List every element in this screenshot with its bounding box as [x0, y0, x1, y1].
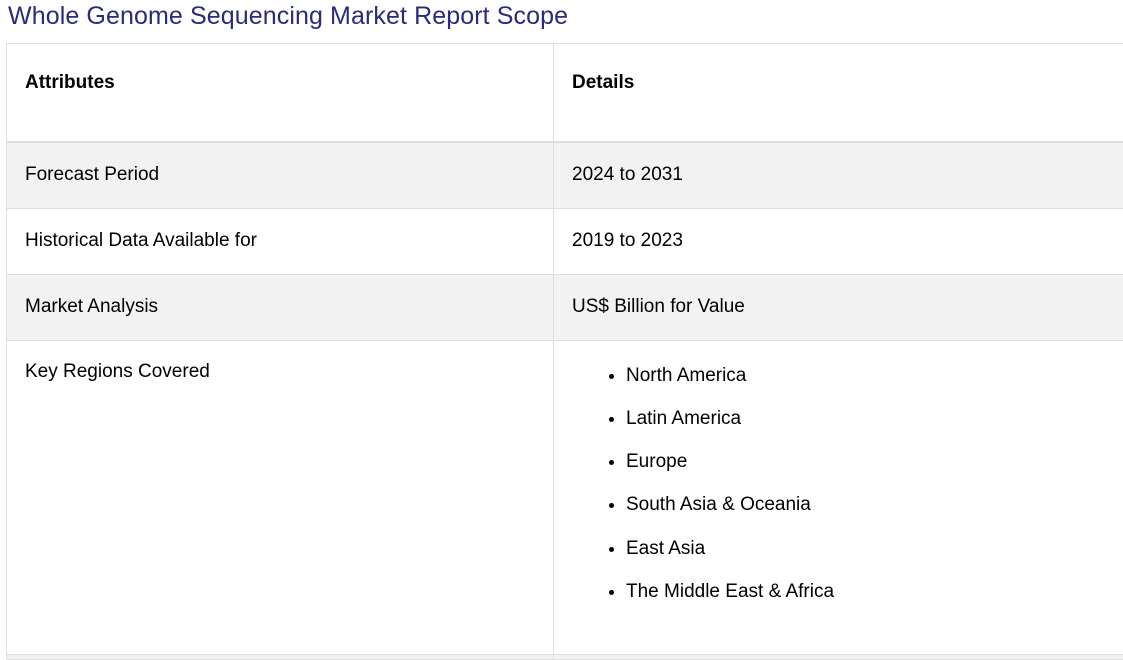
- table-row: Key Regions Covered North America Latin …: [7, 340, 1123, 654]
- attribute-cell: Forecast Period: [7, 142, 554, 209]
- table-row: Historical Data Available for 2019 to 20…: [7, 208, 1123, 274]
- header-attributes: Attributes: [7, 44, 554, 142]
- page-title: Whole Genome Sequencing Market Report Sc…: [8, 2, 568, 31]
- report-scope-table: Attributes Details Forecast Period 2024 …: [6, 43, 1123, 660]
- list-item: South Asia & Oceania: [626, 494, 1112, 537]
- attribute-cell: Market Analysis: [7, 274, 554, 340]
- table-row: Market Analysis US$ Billion for Value: [7, 274, 1123, 340]
- list-item: North America: [626, 365, 1112, 408]
- table-header-row: Attributes Details: [7, 44, 1123, 142]
- attribute-cell: Historical Data Available for: [7, 208, 554, 274]
- header-details: Details: [554, 44, 1123, 142]
- list-item: Europe: [626, 451, 1112, 494]
- list-item: The Middle East & Africa: [626, 581, 1112, 624]
- detail-cell: 2019 to 2023: [554, 208, 1123, 274]
- regions-list: North America Latin America Europe South…: [572, 365, 1112, 625]
- table-row: Forecast Period 2024 to 2031: [7, 142, 1123, 209]
- detail-cell: North America Latin America Europe South…: [554, 340, 1123, 654]
- detail-cell: US$ Billion for Value: [554, 274, 1123, 340]
- detail-cell: 2024 to 2031: [554, 142, 1123, 209]
- list-item: East Asia: [626, 538, 1112, 581]
- attribute-cell: Key Regions Covered: [7, 340, 554, 654]
- list-item: Latin America: [626, 408, 1112, 451]
